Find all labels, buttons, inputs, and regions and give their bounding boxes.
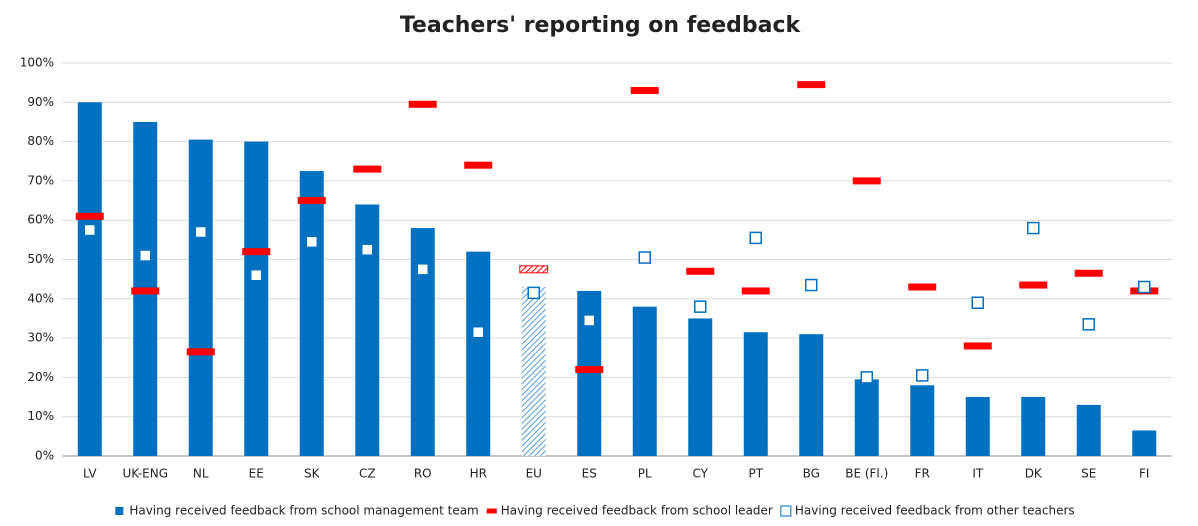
legend-swatch <box>486 508 497 514</box>
square-marker <box>472 325 485 339</box>
dash-marker <box>297 197 326 205</box>
square-marker <box>527 286 540 300</box>
dash-marker <box>353 165 382 173</box>
square-marker <box>1138 280 1151 294</box>
bar <box>632 306 657 456</box>
chart-title: Teachers' reporting on feedback <box>400 13 802 38</box>
bar <box>521 287 546 456</box>
square-marker <box>971 296 984 309</box>
square-marker <box>83 223 96 237</box>
square-marker <box>694 300 707 313</box>
x-tick-label: EE <box>249 467 264 481</box>
bar <box>1132 430 1157 456</box>
x-tick-label: CY <box>693 467 709 481</box>
bar <box>188 139 213 456</box>
x-tick-label: BE (Fl.) <box>845 467 888 481</box>
y-tick-label: 10% <box>27 409 54 423</box>
legend-label: Having received feedback from school lea… <box>501 504 773 518</box>
bar <box>244 141 269 456</box>
y-tick-label: 20% <box>27 370 54 384</box>
x-tick-label: SE <box>1081 467 1096 481</box>
x-tick-label: SK <box>304 467 321 481</box>
dash-marker <box>963 342 992 350</box>
bar <box>799 334 824 456</box>
dash-marker <box>131 287 160 295</box>
x-tick-label: FI <box>1139 467 1149 481</box>
square-marker <box>1027 221 1040 235</box>
y-tick-label: 80% <box>27 134 54 148</box>
bar <box>688 318 713 456</box>
x-tick-label: FR <box>915 467 930 481</box>
x-tick-label: IT <box>972 467 984 481</box>
square-marker <box>250 268 263 282</box>
bar <box>1021 397 1046 456</box>
square-marker <box>194 225 207 239</box>
y-tick-label: 70% <box>27 173 54 187</box>
x-tick-label: BG <box>803 467 820 481</box>
bar <box>965 397 990 456</box>
bar <box>410 228 435 456</box>
dash-marker <box>575 366 604 374</box>
square-marker <box>916 369 929 382</box>
x-tick-label: DK <box>1025 467 1043 481</box>
x-tick-label: PL <box>638 467 652 481</box>
dash-marker <box>519 265 549 274</box>
y-tick-label: 100% <box>20 56 54 70</box>
square-marker <box>860 371 873 384</box>
bar <box>910 385 935 456</box>
dash-marker <box>686 267 715 275</box>
bar <box>743 332 768 456</box>
x-tick-label: LV <box>83 467 97 481</box>
y-tick-label: 40% <box>27 291 54 305</box>
bar <box>466 251 491 456</box>
x-tick-label: CZ <box>359 467 376 481</box>
square-marker <box>416 263 429 276</box>
x-tick-label: NL <box>193 467 209 481</box>
y-tick-label: 30% <box>27 331 54 345</box>
square-marker <box>361 243 374 256</box>
dash-marker <box>75 212 104 220</box>
dash-marker <box>852 177 881 185</box>
dash-marker <box>908 283 937 291</box>
dash-marker <box>464 161 493 169</box>
y-tick-label: 0% <box>35 449 54 463</box>
dash-marker <box>408 100 437 108</box>
bar <box>355 204 380 456</box>
square-marker <box>305 235 318 249</box>
x-tick-label: ES <box>582 467 597 481</box>
square-marker <box>139 249 152 262</box>
dash-marker <box>630 87 659 95</box>
square-marker <box>638 251 651 264</box>
dash-marker <box>797 81 826 89</box>
bar <box>77 102 102 457</box>
legend-label: Having received feedback from other teac… <box>795 504 1075 518</box>
bar <box>299 171 324 456</box>
dash-marker <box>1019 281 1048 289</box>
y-tick-label: 60% <box>27 213 54 227</box>
dash-marker <box>741 287 770 295</box>
dash-marker <box>242 248 271 256</box>
bar <box>854 379 879 456</box>
dash-marker <box>1074 269 1103 277</box>
legend-label: Having received feedback from school man… <box>129 504 478 518</box>
bar <box>1076 404 1101 456</box>
x-tick-label: EU <box>526 467 542 481</box>
x-tick-label: HR <box>470 467 487 481</box>
x-tick-label: UK-ENG <box>122 467 168 481</box>
square-marker <box>1082 318 1095 331</box>
legend-swatch <box>115 507 124 515</box>
dash-marker <box>186 348 215 356</box>
y-tick-label: 90% <box>27 95 54 109</box>
legend-swatch <box>780 505 792 517</box>
square-marker <box>805 278 818 292</box>
x-tick-label: RO <box>414 467 432 481</box>
y-tick-label: 50% <box>27 252 54 266</box>
square-marker <box>749 231 762 245</box>
square-marker <box>583 314 596 327</box>
x-tick-label: PT <box>748 467 763 481</box>
